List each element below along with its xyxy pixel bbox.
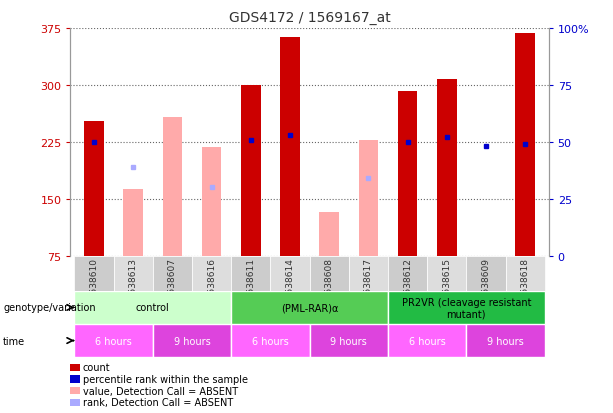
Text: value, Detection Call = ABSENT: value, Detection Call = ABSENT — [83, 386, 238, 396]
Bar — [231, 324, 310, 357]
Text: time: time — [3, 336, 25, 346]
Bar — [359, 140, 378, 256]
Text: GSM538613: GSM538613 — [129, 258, 138, 313]
Text: rank, Detection Call = ABSENT: rank, Detection Call = ABSENT — [83, 397, 233, 407]
Bar — [280, 38, 300, 256]
Bar — [388, 256, 427, 291]
Bar — [310, 324, 388, 357]
Bar — [113, 256, 153, 291]
Text: GSM538618: GSM538618 — [520, 258, 530, 313]
Text: GSM538608: GSM538608 — [325, 258, 333, 313]
Bar — [231, 291, 388, 324]
Bar — [466, 324, 545, 357]
Bar — [516, 34, 535, 256]
Text: GSM538612: GSM538612 — [403, 258, 412, 313]
Bar — [202, 148, 221, 256]
Text: 6 hours: 6 hours — [409, 336, 446, 346]
Text: genotype/variation: genotype/variation — [3, 303, 96, 313]
Bar — [388, 324, 466, 357]
Bar — [319, 213, 339, 256]
Text: 6 hours: 6 hours — [252, 336, 289, 346]
Title: GDS4172 / 1569167_at: GDS4172 / 1569167_at — [229, 11, 390, 25]
Bar — [270, 256, 310, 291]
Bar — [349, 256, 388, 291]
Text: (PML-RAR)α: (PML-RAR)α — [281, 303, 338, 313]
Text: 9 hours: 9 hours — [173, 336, 210, 346]
Bar — [241, 85, 261, 256]
Bar — [231, 256, 270, 291]
Bar — [466, 256, 506, 291]
Bar — [74, 324, 153, 357]
Text: control: control — [136, 303, 170, 313]
Text: GSM538615: GSM538615 — [442, 258, 451, 313]
Text: count: count — [83, 363, 110, 373]
Text: GSM538609: GSM538609 — [481, 258, 490, 313]
Text: 9 hours: 9 hours — [330, 336, 367, 346]
Bar — [84, 122, 104, 256]
Text: GSM538617: GSM538617 — [364, 258, 373, 313]
Text: GSM538607: GSM538607 — [168, 258, 177, 313]
Bar — [123, 190, 143, 256]
Bar — [74, 291, 231, 324]
Bar — [388, 291, 545, 324]
Bar — [153, 256, 192, 291]
Text: percentile rank within the sample: percentile rank within the sample — [83, 374, 248, 384]
Text: GSM538614: GSM538614 — [286, 258, 294, 313]
Bar — [162, 117, 182, 256]
Bar — [506, 256, 545, 291]
Bar — [398, 92, 417, 256]
Text: 6 hours: 6 hours — [95, 336, 132, 346]
Bar — [310, 256, 349, 291]
Bar — [153, 324, 231, 357]
Text: GSM538611: GSM538611 — [246, 258, 255, 313]
Text: 9 hours: 9 hours — [487, 336, 524, 346]
Text: PR2VR (cleavage resistant
mutant): PR2VR (cleavage resistant mutant) — [402, 297, 531, 318]
Text: GSM538610: GSM538610 — [89, 258, 99, 313]
Bar — [192, 256, 231, 291]
Bar — [427, 256, 466, 291]
Text: GSM538616: GSM538616 — [207, 258, 216, 313]
Bar — [437, 80, 457, 256]
Bar — [74, 256, 113, 291]
